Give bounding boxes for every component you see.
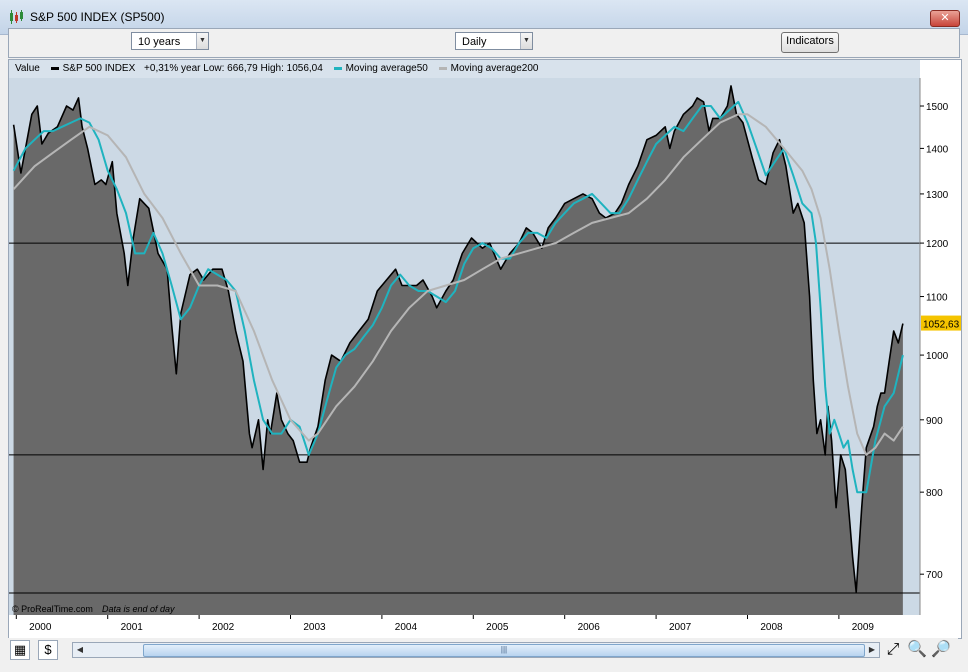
legend-ma200-label: Moving average200	[450, 63, 539, 74]
x-tick-label: 2002	[212, 622, 235, 633]
chevron-down-icon[interactable]: ▼	[196, 33, 208, 49]
zoom-out-icon[interactable]: 🔍	[907, 641, 927, 658]
y-tick-label: 1300	[926, 190, 949, 201]
interval-value: Daily	[462, 36, 487, 48]
legend-stats: +0,31% year Low: 666,79 High: 1056,04	[144, 63, 323, 74]
chart-legend: Value S&P 500 INDEX +0,31% year Low: 666…	[9, 60, 920, 78]
y-tick-label: 700	[926, 570, 943, 581]
y-tick-label: 1000	[926, 351, 949, 362]
price-area	[13, 85, 903, 615]
chevron-down-icon[interactable]: ▼	[520, 33, 532, 49]
zoom-in-icon[interactable]: 🔎	[931, 641, 951, 658]
x-tick-label: 2000	[29, 622, 52, 633]
horizontal-scrollbar[interactable]: ◀ ||| ▶	[72, 642, 880, 658]
candlestick-app-icon	[10, 10, 23, 24]
y-tick-label: 1500	[926, 102, 949, 113]
x-tick-label: 2005	[486, 622, 509, 633]
chart-type-icon[interactable]: ▦	[10, 640, 30, 660]
y-tick-label: 800	[926, 488, 943, 499]
period-value: 10 years	[138, 36, 181, 48]
close-button[interactable]: ✕	[930, 10, 960, 27]
y-tick-label: 1100	[926, 293, 948, 304]
y-tick-label: 900	[926, 416, 943, 427]
ma50-line	[12, 100, 904, 494]
scroll-thumb[interactable]: |||	[143, 644, 865, 657]
y-tick-label: 1400	[926, 144, 949, 155]
zoom-fit-icon[interactable]: ⤢	[886, 641, 900, 658]
bottom-toolbar: ▦ $ ◀ ||| ▶ ⤢ 🔍 🔎	[8, 638, 958, 664]
y-axis-area	[920, 78, 960, 615]
interval-select[interactable]: Daily ▼	[455, 32, 533, 50]
indicators-button[interactable]: Indicators	[781, 32, 839, 53]
legend-ma50-label: Moving average50	[345, 63, 428, 74]
x-tick-label: 2004	[395, 622, 418, 633]
watermark-note: Data is end of day	[102, 604, 175, 614]
legend-value-label: Value	[15, 63, 40, 74]
ma200-line	[12, 113, 904, 456]
scroll-right-arrow[interactable]: ▶	[868, 645, 876, 654]
currency-icon[interactable]: $	[38, 640, 58, 660]
scroll-left-arrow[interactable]: ◀	[76, 645, 84, 654]
watermark-brand: © ProRealTime.com	[12, 604, 93, 614]
x-tick-label: 2001	[121, 622, 144, 633]
x-tick-label: 2003	[303, 622, 326, 633]
y-tick-label: 1200	[926, 239, 949, 250]
toolbar: 10 years ▼ Daily ▼ Indicators	[8, 28, 960, 58]
x-axis-area	[9, 616, 920, 636]
legend-price-swatch	[50, 66, 59, 70]
last-value-tag	[921, 315, 961, 331]
legend-ma200-swatch	[438, 66, 447, 70]
window-title: S&P 500 INDEX (SP500)	[30, 10, 165, 24]
x-tick-label: 2009	[852, 622, 875, 633]
x-tick-label: 2006	[578, 622, 601, 633]
period-select[interactable]: 10 years ▼	[131, 32, 209, 50]
legend-series-label: S&P 500 INDEX	[62, 63, 136, 74]
x-tick-label: 2008	[760, 622, 783, 633]
x-tick-label: 2007	[669, 622, 692, 633]
last-value-label: 1052,63	[923, 320, 960, 331]
legend-ma50-swatch	[333, 66, 342, 70]
price-line	[12, 85, 904, 593]
